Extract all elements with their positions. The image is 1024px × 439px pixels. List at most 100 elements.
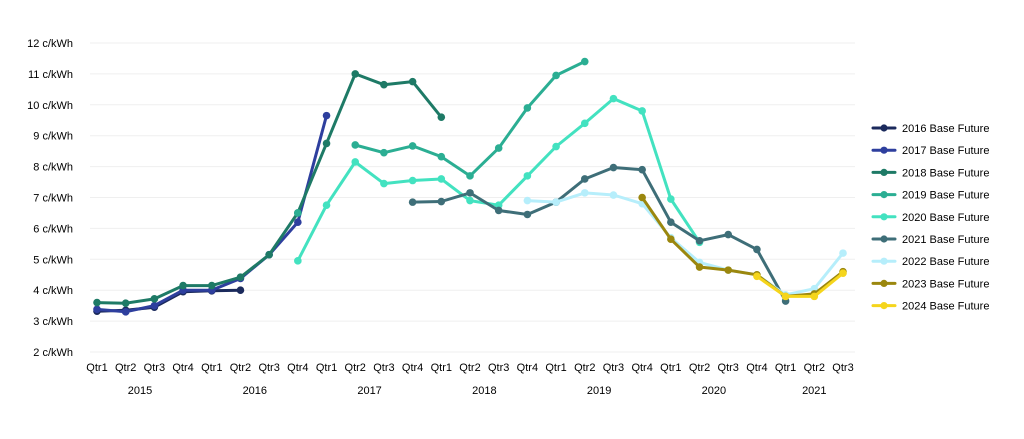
x-tick-label: Qtr3 <box>718 362 739 374</box>
x-tick-label: Qtr3 <box>488 362 509 374</box>
y-tick-label: 11 c/kWh <box>28 69 73 81</box>
data-point <box>265 250 273 259</box>
x-tick-label: Qtr2 <box>804 362 825 374</box>
data-point <box>552 198 560 206</box>
y-tick-label: 5 c/kWh <box>33 254 73 266</box>
y-tick-label: 10 c/kWh <box>27 100 73 112</box>
y-tick-label: 3 c/kWh <box>33 316 73 328</box>
series-lines <box>93 57 847 316</box>
data-point <box>408 198 417 206</box>
data-point <box>380 80 388 89</box>
x-tick-label: Qtr4 <box>287 362 308 374</box>
series-line <box>640 196 845 298</box>
data-point <box>150 301 159 310</box>
data-point <box>609 191 618 199</box>
legend-swatch-marker <box>880 235 888 243</box>
data-point <box>781 292 790 301</box>
data-point <box>207 281 216 290</box>
x-tick-label: Qtr3 <box>373 362 394 374</box>
data-point <box>466 189 474 197</box>
legend-swatch-marker <box>880 146 888 154</box>
legend-label: 2019 Base Future <box>902 190 989 202</box>
data-point <box>580 119 589 128</box>
data-point <box>724 266 733 274</box>
data-point <box>667 195 675 203</box>
legend-swatch-marker <box>880 124 888 132</box>
series-2020-base-future <box>294 94 704 265</box>
data-point <box>437 197 446 206</box>
data-point <box>523 210 532 219</box>
gridlines <box>90 42 855 353</box>
data-point <box>380 148 388 157</box>
series-line <box>525 191 845 297</box>
legend-label: 2016 Base Future <box>902 123 989 135</box>
data-point <box>351 158 360 166</box>
x-tick-label: Qtr3 <box>258 362 279 374</box>
data-point <box>437 175 446 183</box>
x-year-label: 2021 <box>802 385 826 397</box>
data-point <box>609 163 618 172</box>
legend-swatch-marker <box>880 302 888 310</box>
data-point <box>494 206 503 215</box>
data-point <box>121 308 130 316</box>
y-tick-label: 9 c/kWh <box>33 131 73 143</box>
data-point <box>667 218 675 227</box>
x-axis-year-labels: 2015 2016 2017 2018 2019 2020 2021 <box>128 385 827 397</box>
data-point <box>179 281 187 290</box>
data-point <box>523 172 532 180</box>
data-point <box>523 104 532 112</box>
series-line <box>95 72 443 305</box>
x-tick-label: Qtr4 <box>517 362 538 374</box>
legend-label: 2020 Base Future <box>902 212 989 224</box>
data-point <box>839 249 847 257</box>
series-2022-base-future <box>523 189 847 299</box>
legend-swatch-marker <box>880 213 888 221</box>
x-tick-label: Qtr1 <box>775 362 796 374</box>
data-point <box>380 179 388 188</box>
data-point <box>121 299 130 307</box>
data-point <box>466 172 474 180</box>
data-point <box>351 70 360 78</box>
x-axis-ticks: Qtr1 Qtr2 Qtr3 Qtr4 Qtr1 Qtr2 Qtr3 Qtr4 Qtr1 Qtr2… <box>86 362 853 374</box>
data-point <box>322 201 331 210</box>
legend: 2016 Base Future 2017 Base Future 2018 Bas… <box>871 123 989 313</box>
data-point <box>667 235 675 244</box>
x-tick-label: Qtr2 <box>689 362 710 374</box>
data-point <box>236 286 245 295</box>
data-point <box>93 305 101 314</box>
series-2024-base-future <box>753 269 847 301</box>
data-point <box>93 298 101 307</box>
x-tick-label: Qtr3 <box>603 362 624 374</box>
data-point <box>494 201 503 210</box>
series-2018-base-future <box>93 70 446 307</box>
x-tick-label: Qtr2 <box>574 362 595 374</box>
data-point <box>810 292 819 301</box>
x-tick-label: Qtr2 <box>345 362 366 374</box>
legend-label: 2018 Base Future <box>902 167 989 179</box>
x-year-label: 2015 <box>128 385 152 397</box>
x-tick-label: Qtr4 <box>402 362 423 374</box>
data-point <box>294 209 302 217</box>
series-2021-base-future <box>408 163 790 305</box>
x-year-label: 2016 <box>243 385 267 397</box>
data-point <box>753 245 761 254</box>
legend-label: 2023 Base Future <box>902 278 989 290</box>
legend-label: 2024 Base Future <box>902 301 989 313</box>
y-tick-label: 7 c/kWh <box>33 193 73 205</box>
data-point <box>466 196 474 205</box>
x-tick-label: Qtr1 <box>545 362 566 374</box>
x-tick-label: Qtr4 <box>746 362 767 374</box>
x-tick-label: Qtr2 <box>459 362 480 374</box>
series-line <box>296 97 701 263</box>
x-tick-label: Qtr4 <box>631 362 652 374</box>
data-point <box>408 77 417 86</box>
data-point <box>294 257 302 265</box>
data-point <box>638 193 646 202</box>
y-tick-label: 4 c/kWh <box>33 285 73 297</box>
data-point <box>552 142 560 151</box>
x-tick-label: Qtr4 <box>172 362 193 374</box>
data-point <box>437 152 446 161</box>
y-tick-label: 8 c/kWh <box>33 162 73 174</box>
data-point <box>580 175 589 183</box>
